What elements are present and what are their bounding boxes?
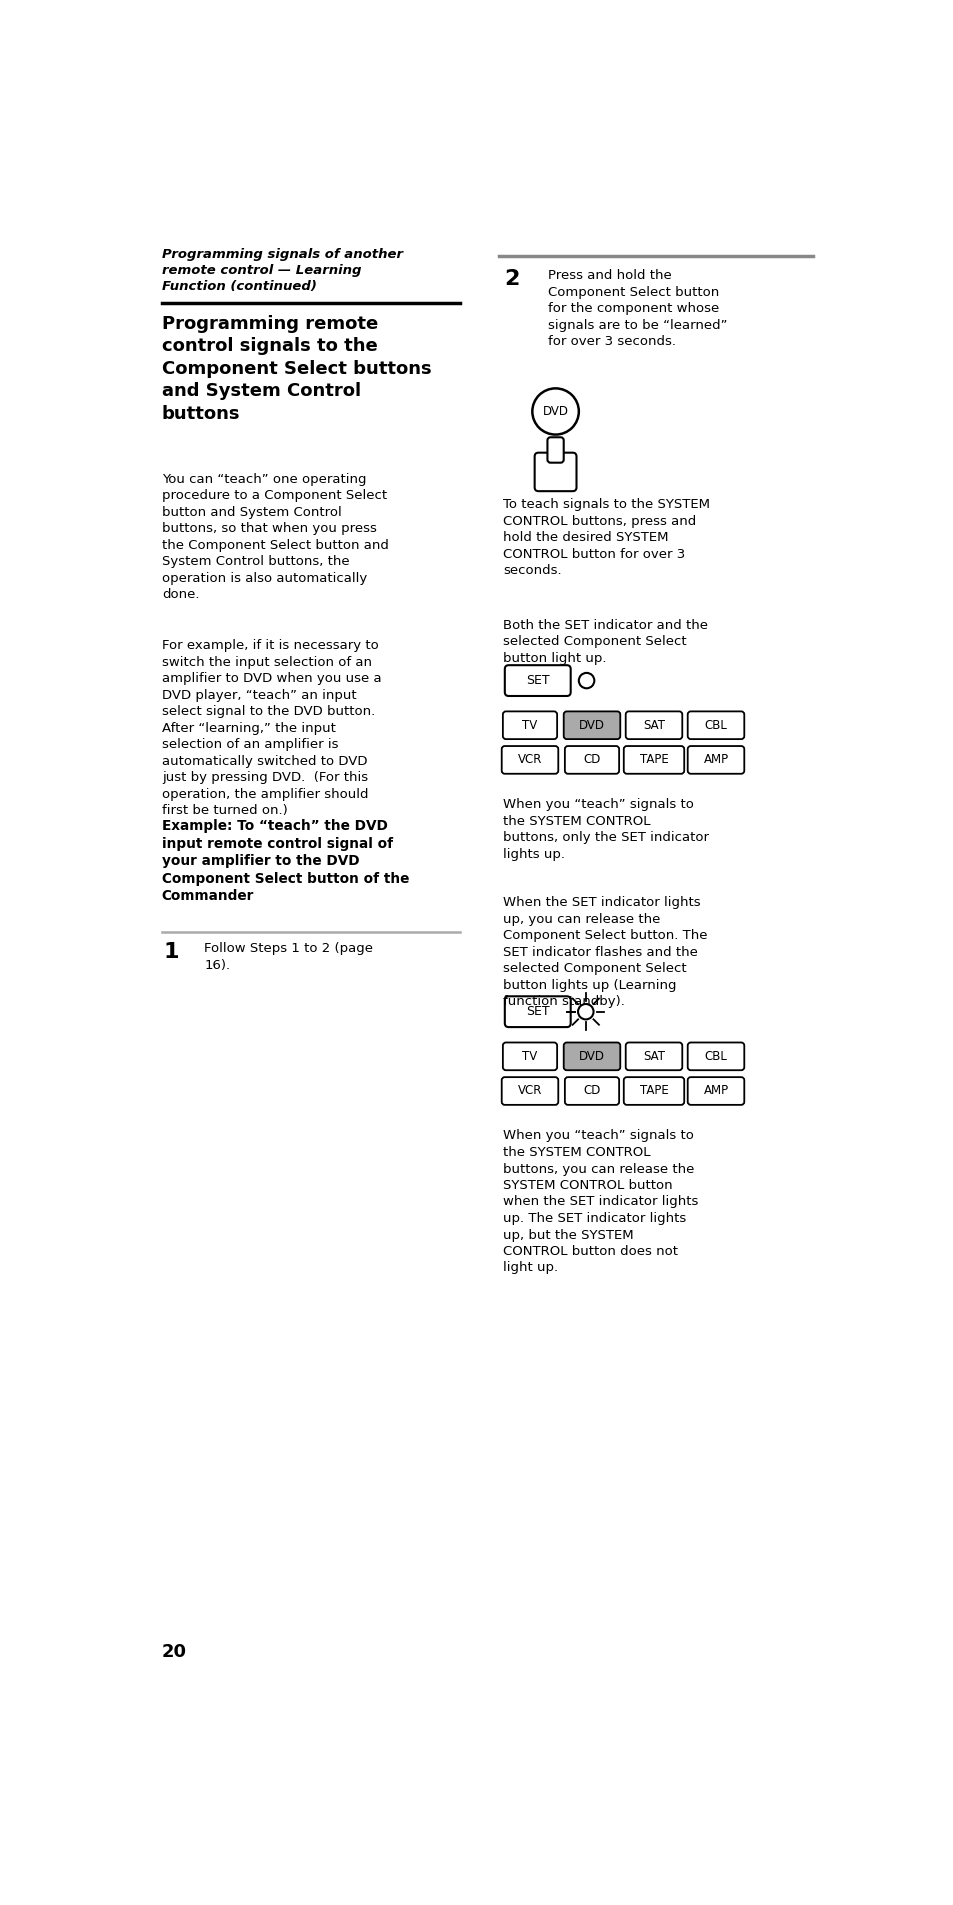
Text: You can “teach” one operating
procedure to a Component Select
button and System : You can “teach” one operating procedure …: [162, 472, 388, 602]
FancyBboxPatch shape: [687, 1042, 743, 1071]
Text: TAPE: TAPE: [639, 1084, 668, 1097]
FancyBboxPatch shape: [534, 453, 576, 491]
FancyBboxPatch shape: [687, 711, 743, 739]
Text: Both the SET indicator and the
selected Component Select
button light up.: Both the SET indicator and the selected …: [502, 619, 707, 665]
Text: AMP: AMP: [702, 752, 728, 766]
Text: When you “teach” signals to
the SYSTEM CONTROL
buttons, only the SET indicator
l: When you “teach” signals to the SYSTEM C…: [502, 798, 708, 861]
Text: VCR: VCR: [517, 752, 541, 766]
FancyBboxPatch shape: [564, 1076, 618, 1105]
Text: DVD: DVD: [578, 718, 604, 732]
Text: SET: SET: [525, 674, 549, 688]
Text: CD: CD: [582, 1084, 600, 1097]
Text: VCR: VCR: [517, 1084, 541, 1097]
Text: Example: To “teach” the DVD
input remote control signal of
your amplifier to the: Example: To “teach” the DVD input remote…: [162, 819, 409, 903]
FancyBboxPatch shape: [502, 1042, 557, 1071]
Text: When the SET indicator lights
up, you can release the
Component Select button. T: When the SET indicator lights up, you ca…: [502, 895, 706, 1008]
FancyBboxPatch shape: [563, 711, 619, 739]
Text: Programming signals of another
remote control — Learning
Function (continued): Programming signals of another remote co…: [162, 248, 402, 293]
FancyBboxPatch shape: [502, 711, 557, 739]
FancyBboxPatch shape: [547, 438, 563, 463]
FancyBboxPatch shape: [623, 1076, 683, 1105]
FancyBboxPatch shape: [623, 747, 683, 773]
Text: DVD: DVD: [578, 1050, 604, 1063]
FancyBboxPatch shape: [625, 1042, 681, 1071]
Text: For example, if it is necessary to
switch the input selection of an
amplifier to: For example, if it is necessary to switc…: [162, 638, 381, 817]
FancyBboxPatch shape: [501, 747, 558, 773]
Text: SAT: SAT: [642, 718, 664, 732]
Text: CBL: CBL: [704, 718, 727, 732]
FancyBboxPatch shape: [501, 1076, 558, 1105]
Text: Programming remote
control signals to the
Component Select buttons
and System Co: Programming remote control signals to th…: [162, 314, 431, 423]
FancyBboxPatch shape: [625, 711, 681, 739]
FancyBboxPatch shape: [687, 1076, 743, 1105]
Text: Press and hold the
Component Select button
for the component whose
signals are t: Press and hold the Component Select butt…: [547, 269, 726, 349]
FancyBboxPatch shape: [563, 1042, 619, 1071]
FancyBboxPatch shape: [687, 747, 743, 773]
Text: SET: SET: [525, 1006, 549, 1017]
Text: TV: TV: [522, 718, 537, 732]
Text: 20: 20: [162, 1642, 187, 1661]
Text: AMP: AMP: [702, 1084, 728, 1097]
FancyBboxPatch shape: [504, 665, 570, 695]
FancyBboxPatch shape: [564, 747, 618, 773]
Text: TV: TV: [522, 1050, 537, 1063]
Text: DVD: DVD: [542, 406, 568, 417]
Text: 2: 2: [504, 269, 519, 290]
Text: Follow Steps 1 to 2 (page
16).: Follow Steps 1 to 2 (page 16).: [204, 943, 374, 972]
Text: SAT: SAT: [642, 1050, 664, 1063]
FancyBboxPatch shape: [504, 996, 570, 1027]
Text: CD: CD: [582, 752, 600, 766]
Text: When you “teach” signals to
the SYSTEM CONTROL
buttons, you can release the
SYST: When you “teach” signals to the SYSTEM C…: [502, 1130, 698, 1274]
Text: CBL: CBL: [704, 1050, 727, 1063]
Text: 1: 1: [163, 943, 179, 962]
Text: TAPE: TAPE: [639, 752, 668, 766]
Text: To teach signals to the SYSTEM
CONTROL buttons, press and
hold the desired SYSTE: To teach signals to the SYSTEM CONTROL b…: [502, 497, 709, 577]
